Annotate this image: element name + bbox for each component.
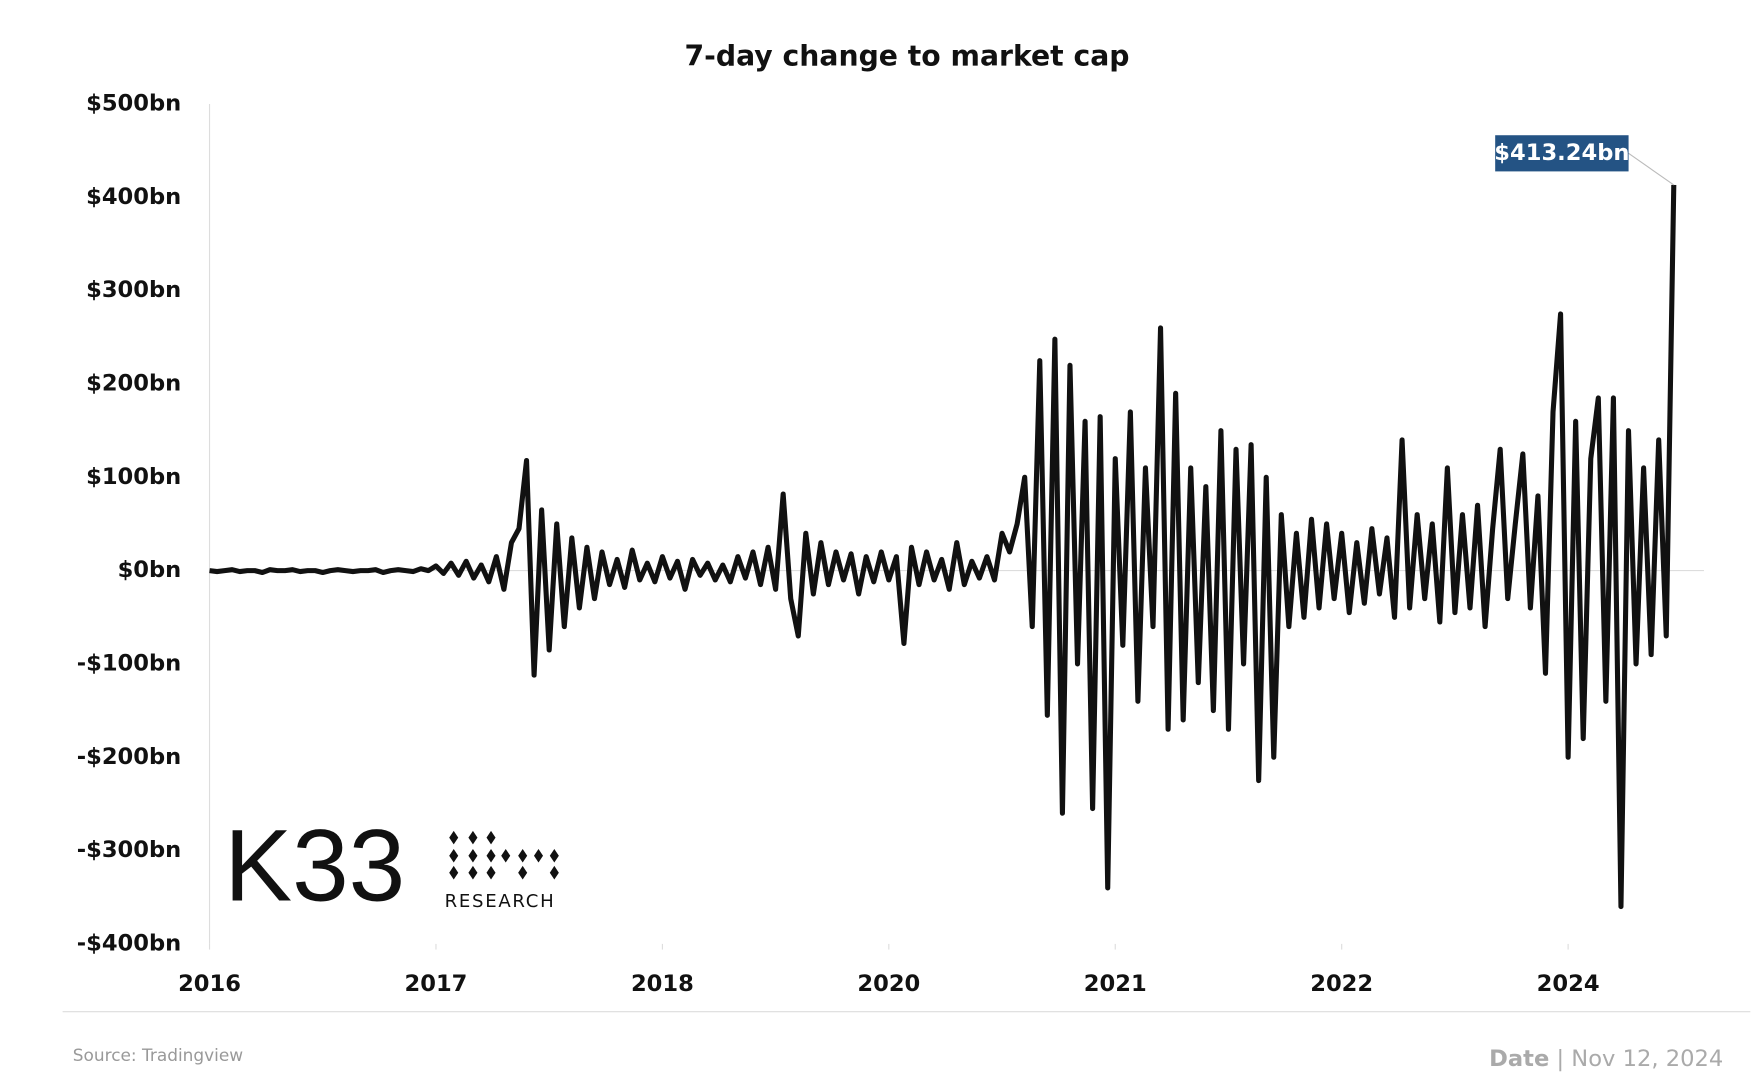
logo-sub: RESEARCH <box>445 891 556 912</box>
x-tick-label: 2021 <box>1084 971 1147 997</box>
y-tick-label: -$100bn <box>77 650 182 676</box>
logo-name: K33 <box>224 809 405 923</box>
y-tick-label: $100bn <box>86 464 181 490</box>
chart-title: 7-day change to market cap <box>684 40 1129 73</box>
y-tick-label: $500bn <box>86 91 181 117</box>
x-tick-label: 2018 <box>631 971 694 997</box>
date-separator: | <box>1556 1046 1564 1072</box>
y-tick-label: $200bn <box>86 370 181 396</box>
y-tick-label: $300bn <box>86 277 181 303</box>
date-value: Nov 12, 2024 <box>1571 1046 1723 1072</box>
x-tick-label: 2024 <box>1537 971 1600 997</box>
x-tick-label: 2022 <box>1310 971 1373 997</box>
y-tick-label: -$300bn <box>77 837 182 863</box>
logo: K33 RESEARCH <box>224 809 559 923</box>
date: Date | Nov 12, 2024 <box>1489 1046 1723 1072</box>
x-tick-label: 2017 <box>405 971 468 997</box>
x-tick-label: 2020 <box>857 971 920 997</box>
y-tick-label: $0bn <box>118 557 182 583</box>
y-tick-label: -$200bn <box>77 744 182 770</box>
value-label-box <box>1495 135 1629 172</box>
date-label: Date <box>1489 1046 1549 1072</box>
x-tick-label: 2016 <box>178 971 241 997</box>
y-tick-label: -$400bn <box>77 930 182 956</box>
logo-icon <box>449 830 559 880</box>
y-tick-label: $400bn <box>86 184 181 210</box>
label-connector <box>1628 152 1675 186</box>
source: Source: Tradingview <box>73 1045 244 1065</box>
value-label: $413.24bn <box>1494 140 1629 166</box>
line-series <box>209 184 1677 910</box>
